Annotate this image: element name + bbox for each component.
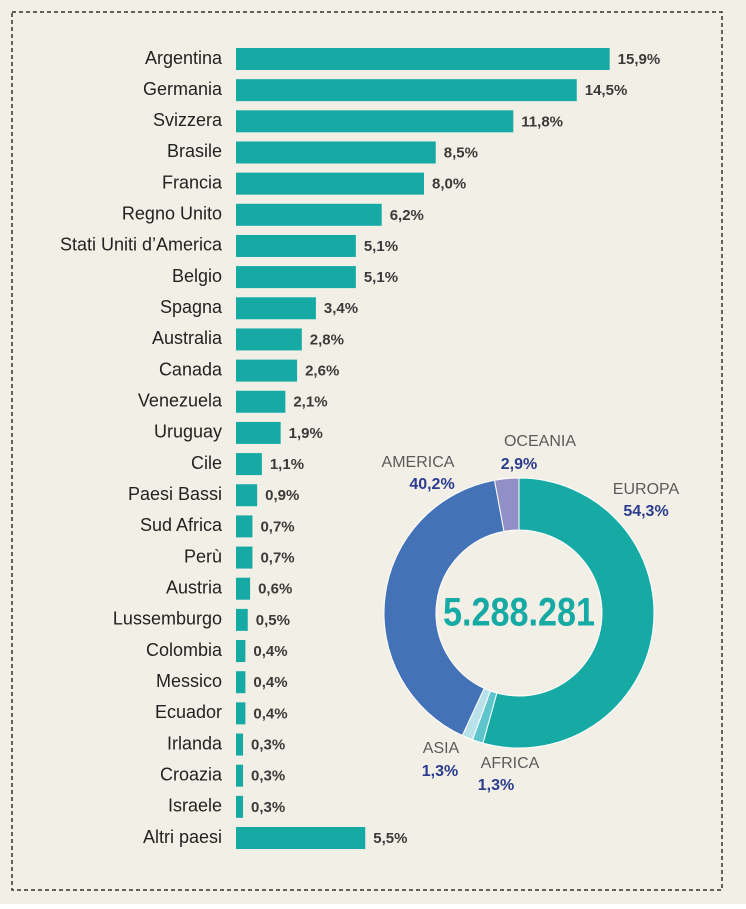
region-value: 1,3% (422, 763, 458, 780)
category-label: Altri paesi (143, 827, 222, 847)
category-label: Venezuela (138, 391, 223, 411)
value-label: 0,3% (251, 736, 285, 753)
value-label: 0,4% (253, 674, 287, 691)
bar (236, 702, 246, 725)
bar (236, 203, 382, 226)
value-label: 8,0% (432, 176, 466, 193)
frame (11, 11, 723, 891)
category-label: Messico (156, 671, 222, 691)
category-label: Argentina (145, 48, 223, 68)
bar (236, 234, 356, 257)
donut-slice (493, 477, 520, 532)
category-label: Francia (162, 172, 223, 192)
bar (236, 795, 244, 818)
category-label: Lussemburgo (113, 609, 222, 629)
bar (236, 359, 298, 382)
value-label: 1,1% (270, 456, 304, 473)
bar (236, 266, 356, 289)
region-value: 1,3% (478, 777, 514, 794)
category-label: Croazia (160, 764, 223, 784)
bar (236, 608, 248, 631)
value-label: 15,9% (618, 51, 661, 68)
value-label: 2,6% (305, 363, 339, 380)
category-label: Perù (184, 546, 222, 566)
category-label: Regno Unito (122, 204, 222, 224)
bar (236, 390, 286, 413)
value-label: 0,4% (253, 643, 287, 660)
category-label: Belgio (172, 266, 222, 286)
bar (236, 577, 251, 600)
bar (236, 172, 424, 195)
bar (236, 764, 244, 787)
value-label: 1,9% (289, 425, 323, 442)
value-label: 5,1% (364, 238, 398, 255)
region-value: 54,3% (623, 503, 668, 520)
category-label: Sud Africa (140, 515, 223, 535)
bar (236, 733, 244, 756)
value-label: 5,1% (364, 269, 398, 286)
value-label: 0,6% (258, 581, 292, 598)
region-label: OCEANIA (504, 433, 576, 450)
value-label: 3,4% (324, 300, 358, 317)
bar (236, 671, 246, 694)
category-label: Irlanda (167, 733, 223, 753)
category-label: Svizzera (153, 110, 223, 130)
category-label: Austria (166, 577, 223, 597)
value-label: 8,5% (444, 144, 478, 161)
value-label: 0,3% (251, 768, 285, 785)
region-label: EUROPA (613, 481, 680, 498)
donut-slice (482, 477, 655, 749)
category-label: Canada (159, 359, 223, 379)
value-label: 0,3% (251, 799, 285, 816)
value-label: 0,7% (260, 550, 294, 567)
bar (236, 297, 316, 320)
donut-slice (383, 479, 505, 737)
region-label: AFRICA (481, 755, 540, 772)
value-label: 11,8% (521, 113, 563, 130)
category-label: Brasile (167, 141, 222, 161)
category-label: Paesi Bassi (128, 484, 222, 504)
bar (236, 827, 366, 849)
category-label: Cile (191, 453, 222, 473)
value-label: 6,2% (390, 207, 424, 224)
bar (236, 328, 302, 351)
bar (236, 484, 258, 507)
category-label: Germania (143, 79, 223, 99)
value-label: 2,1% (293, 394, 327, 411)
category-label: Colombia (146, 640, 223, 660)
bar (236, 515, 253, 538)
value-label: 0,7% (260, 518, 294, 535)
bar (236, 141, 436, 164)
bar (236, 453, 262, 476)
value-label: 2,8% (310, 331, 344, 348)
category-label: Stati Uniti d’America (60, 235, 223, 255)
bar (236, 48, 610, 70)
region-label: ASIA (423, 740, 460, 757)
bar (236, 110, 514, 133)
value-label: 14,5% (585, 82, 628, 99)
bar (236, 421, 281, 444)
category-label: Spagna (160, 297, 223, 317)
category-label: Australia (152, 328, 223, 348)
region-value: 2,9% (501, 456, 537, 473)
value-label: 0,9% (265, 487, 299, 504)
value-label: 5,5% (373, 830, 407, 847)
total-label: 5.288.281 (443, 591, 595, 635)
bar (236, 79, 577, 102)
value-label: 0,5% (256, 612, 290, 629)
category-label: Israele (168, 796, 222, 816)
region-label: AMERICA (382, 454, 455, 471)
bar (236, 640, 246, 663)
bar (236, 546, 253, 569)
category-label: Uruguay (154, 422, 222, 442)
region-value: 40,2% (409, 476, 454, 493)
category-label: Ecuador (155, 702, 222, 722)
value-label: 0,4% (253, 705, 287, 722)
